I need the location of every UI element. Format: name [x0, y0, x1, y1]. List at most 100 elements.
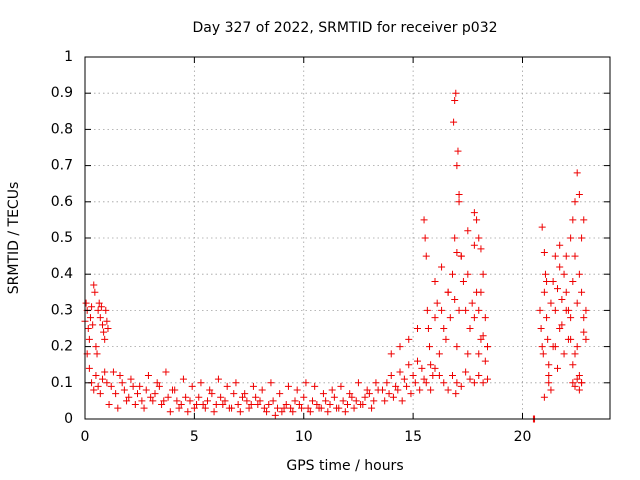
- data-point: [420, 375, 428, 383]
- data-point: [538, 223, 546, 231]
- data-point: [464, 270, 472, 278]
- data-point: [254, 401, 262, 409]
- data-point: [291, 397, 299, 405]
- data-point: [477, 245, 485, 253]
- data-point: [363, 386, 371, 394]
- data-point: [426, 343, 434, 351]
- data-point: [105, 401, 113, 409]
- data-point: [470, 209, 478, 217]
- data-point: [440, 379, 448, 387]
- data-point: [249, 382, 257, 390]
- y-tick-label: 1: [64, 49, 73, 65]
- data-point: [352, 397, 360, 405]
- data-point: [370, 397, 378, 405]
- data-point: [573, 299, 581, 307]
- data-point: [247, 401, 255, 409]
- data-point: [300, 393, 308, 401]
- data-point: [160, 397, 168, 405]
- data-point: [536, 306, 544, 314]
- data-point: [236, 408, 244, 416]
- data-point: [573, 343, 581, 351]
- data-point: [554, 364, 561, 372]
- data-point: [103, 317, 111, 325]
- x-tick-label: 10: [295, 429, 313, 445]
- data-point: [481, 357, 489, 365]
- data-point: [479, 379, 487, 387]
- data-point: [219, 401, 227, 409]
- data-point: [418, 364, 426, 372]
- data-point: [475, 234, 483, 242]
- data-point: [385, 390, 393, 398]
- data-point: [547, 386, 555, 394]
- data-point: [282, 401, 290, 409]
- data-point: [368, 404, 376, 412]
- data-point: [453, 248, 461, 256]
- data-point: [453, 343, 461, 351]
- data-point: [93, 350, 101, 358]
- data-point: [556, 263, 564, 271]
- data-point: [103, 379, 111, 387]
- data-point: [580, 314, 588, 322]
- data-point: [450, 118, 458, 126]
- data-point: [466, 325, 474, 332]
- data-point: [444, 288, 452, 296]
- data-point: [85, 364, 93, 372]
- data-point: [440, 325, 448, 332]
- data-point: [438, 263, 446, 271]
- data-point: [271, 411, 279, 419]
- data-point: [177, 401, 185, 409]
- data-point: [138, 397, 146, 405]
- data-point: [245, 404, 253, 412]
- data-point: [186, 397, 194, 405]
- data-point: [99, 375, 106, 383]
- data-point: [481, 314, 489, 322]
- data-point: [431, 277, 439, 285]
- data-point: [394, 386, 402, 394]
- data-point: [453, 162, 461, 170]
- data-point: [217, 393, 225, 401]
- data-point: [569, 277, 577, 285]
- data-point: [306, 408, 314, 416]
- data-point: [477, 288, 485, 296]
- data-point: [398, 397, 406, 405]
- data-point: [149, 397, 157, 405]
- data-point: [381, 397, 389, 405]
- data-point: [562, 306, 570, 314]
- data-point: [92, 343, 100, 351]
- data-point: [452, 390, 460, 398]
- y-tick-label: 0: [64, 411, 73, 427]
- data-point: [407, 390, 415, 398]
- data-point: [543, 277, 551, 285]
- data-point: [571, 252, 579, 260]
- data-point: [232, 379, 240, 387]
- data-point: [346, 390, 354, 398]
- grid-lines: [85, 57, 610, 419]
- data-point: [475, 372, 483, 380]
- data-point: [409, 372, 417, 380]
- y-tick-label: 0.6: [51, 194, 73, 210]
- data-point: [339, 397, 347, 405]
- data-point: [372, 379, 380, 387]
- data-point: [197, 379, 205, 387]
- data-point: [100, 328, 108, 336]
- data-point: [354, 379, 362, 387]
- data-point: [484, 343, 491, 351]
- x-tick-label: 15: [404, 429, 422, 445]
- data-point: [411, 379, 419, 387]
- data-point: [208, 390, 216, 398]
- data-point: [459, 277, 467, 285]
- data-point: [223, 382, 231, 390]
- data-point: [389, 393, 397, 401]
- data-point: [571, 350, 579, 358]
- data-point: [136, 382, 144, 390]
- data-point: [575, 191, 583, 199]
- data-point: [423, 306, 431, 314]
- data-point: [575, 372, 583, 380]
- data-point: [147, 393, 155, 401]
- data-point: [179, 375, 187, 383]
- x-tick-label: 5: [190, 429, 199, 445]
- data-point: [551, 252, 559, 260]
- data-point: [302, 379, 310, 387]
- data-point: [112, 390, 120, 398]
